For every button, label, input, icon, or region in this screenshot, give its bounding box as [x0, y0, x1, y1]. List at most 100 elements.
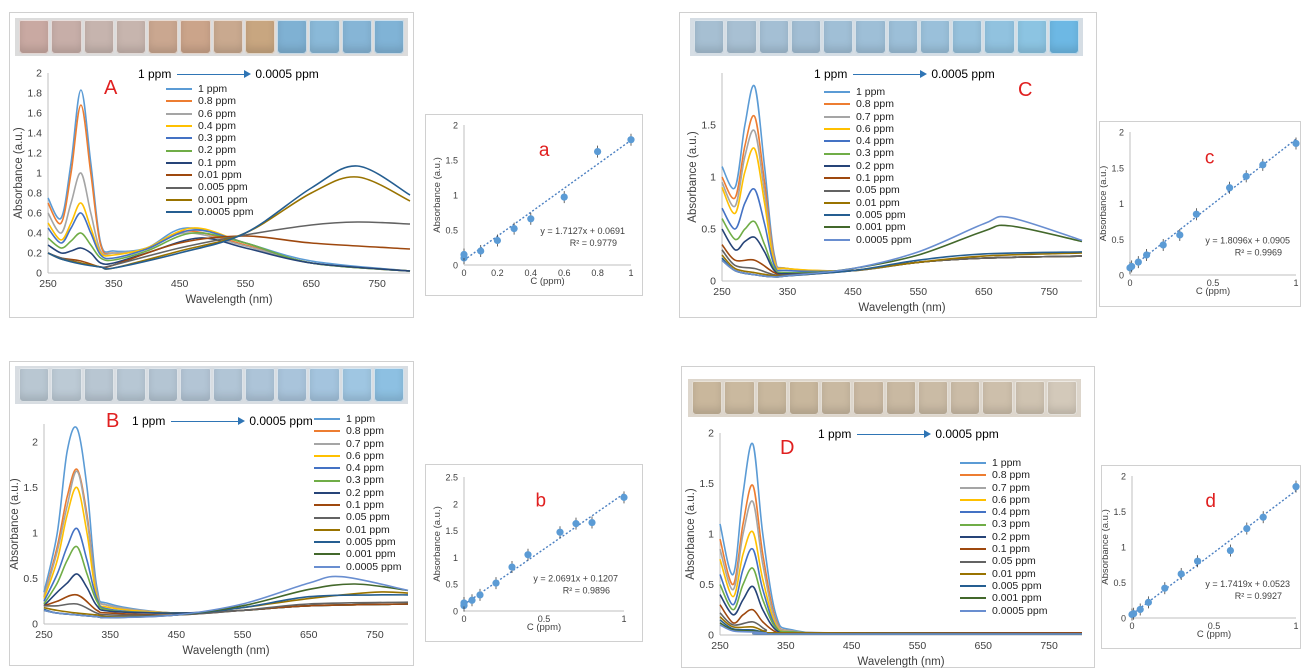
data-point [460, 599, 468, 607]
vial-7 [887, 20, 918, 54]
legend-swatch [824, 128, 850, 131]
legend-swatch [824, 226, 850, 229]
y-axis-title: Absorbance (a.u.) [685, 488, 697, 580]
vial-12 [373, 368, 404, 402]
vial-9 [952, 20, 983, 54]
x-tick-label: 350 [105, 278, 123, 290]
legend-swatch [960, 474, 986, 477]
arrow-icon [177, 69, 252, 78]
data-point [527, 215, 535, 223]
vial-4 [115, 20, 146, 54]
legend-B: 1 ppm 0.8 ppm 0.7 ppm 0.6 ppm 0.4 ppm 0.3 ppm… [314, 413, 401, 573]
legend-entry: 0.01 ppm [314, 524, 401, 536]
r-squared: R² = 0.9927 [1235, 591, 1282, 601]
legend-swatch [166, 88, 192, 91]
y-tick-label: 2.5 [445, 473, 458, 483]
y-axis-title: Absorbance (a.u.) [1100, 166, 1109, 242]
legend-entry: 0.8 ppm [960, 469, 1047, 481]
legend-label: 0.01 ppm [856, 196, 900, 209]
x-tick-label: 550 [909, 640, 927, 652]
vial-3 [83, 20, 114, 54]
legend-label: 0.001 ppm [346, 548, 396, 561]
legend-entry: 1 ppm [314, 413, 401, 425]
data-point [556, 528, 564, 536]
vial-7 [885, 381, 916, 415]
legend-swatch [166, 211, 192, 214]
legend-swatch [314, 541, 340, 544]
legend-entry: 0.2 ppm [960, 531, 1047, 543]
vial-8 [919, 20, 950, 54]
panel-label-D: D [780, 437, 795, 459]
legend-entry: 0.05 ppm [824, 184, 911, 196]
x-tick-label: 550 [234, 629, 252, 641]
x-axis-title: Wavelength (nm) [182, 645, 269, 657]
y-tick-label: 0 [453, 607, 458, 617]
vial-1 [19, 368, 50, 402]
legend-swatch [166, 186, 192, 189]
r-squared: R² = 0.9896 [563, 586, 610, 596]
legend-entry: 0.3 ppm [824, 147, 911, 159]
y-tick-label: 1 [708, 529, 714, 541]
legend-swatch [314, 553, 340, 556]
x-tick-label: 650 [300, 629, 318, 641]
data-point [1159, 241, 1167, 249]
legend-swatch [824, 201, 850, 204]
vial-9 [277, 368, 308, 402]
legend-entry: 0.8 ppm [824, 98, 911, 110]
vial-3 [758, 20, 789, 54]
vial-9 [950, 381, 981, 415]
y-tick-label: 1.5 [23, 482, 38, 494]
concentration-range-D: 1 ppm 0.0005 ppm [818, 427, 999, 441]
series-line [47, 165, 411, 270]
legend-entry: 0.3 ppm [314, 474, 401, 486]
legend-entry: 0.6 ppm [314, 450, 401, 462]
legend-label: 0.05 ppm [346, 511, 390, 524]
legend-label: 1 ppm [346, 413, 376, 425]
legend-swatch [824, 115, 850, 118]
legend-swatch [314, 565, 340, 568]
legend-entry: 0.005 ppm [166, 181, 253, 193]
legend-label: 0.2 ppm [856, 159, 894, 172]
legend-label: 0.6 ppm [346, 449, 384, 462]
y-tick-label: 0 [710, 276, 716, 288]
vial-1 [19, 20, 50, 54]
x-axis-title: C (ppm) [1197, 629, 1231, 640]
legend-entry: 0.1 ppm [166, 157, 253, 169]
x-tick-label: 0.5 [1207, 278, 1220, 288]
legend-swatch [314, 491, 340, 494]
arrow-icon [857, 429, 932, 438]
legend-entry: 0.0005 ppm [960, 605, 1047, 617]
data-point [1144, 598, 1152, 606]
panel-a: 0 0.5 1 1.5 2 0 0.2 0.4 0.6 0.8 1 C (ppm) Absorbance… [425, 114, 643, 296]
data-point [560, 193, 568, 201]
x-tick-label: 750 [1041, 286, 1059, 298]
vial-10 [309, 368, 340, 402]
data-point [493, 236, 501, 245]
legend-swatch [166, 161, 192, 164]
legend-swatch [960, 560, 986, 563]
legend-entry: 0.2 ppm [166, 144, 253, 156]
y-axis-title: Absorbance (a.u.) [432, 157, 443, 233]
legend-entry: 0.1 ppm [960, 543, 1047, 555]
y-tick-label: 1 [1121, 543, 1126, 553]
vial-5 [821, 381, 852, 415]
vial-10 [982, 381, 1013, 415]
legend-swatch [314, 442, 340, 445]
legend-swatch [960, 511, 986, 514]
legend-label: 0.2 ppm [198, 144, 236, 157]
legend-label: 0.1 ppm [856, 172, 894, 185]
data-point [1134, 258, 1142, 266]
legend-label: 0.005 ppm [992, 579, 1042, 592]
vial-10 [984, 20, 1015, 54]
series-line [43, 575, 409, 619]
data-point [1292, 483, 1300, 491]
data-point [1194, 557, 1202, 565]
legend-swatch [960, 535, 986, 538]
panel-c: 0 0.5 1 1.5 2 0 0.5 1 C (ppm) Absorbance (a.u.) c y… [1099, 121, 1301, 307]
legend-swatch [824, 91, 850, 94]
legend-C: 1 ppm 0.8 ppm 0.7 ppm 0.6 ppm 0.4 ppm 0.3 ppm… [824, 86, 911, 246]
y-tick-label: 0.5 [699, 579, 714, 591]
vial-2 [51, 20, 82, 54]
y-tick-label: 0 [36, 268, 42, 280]
data-point [468, 596, 476, 604]
